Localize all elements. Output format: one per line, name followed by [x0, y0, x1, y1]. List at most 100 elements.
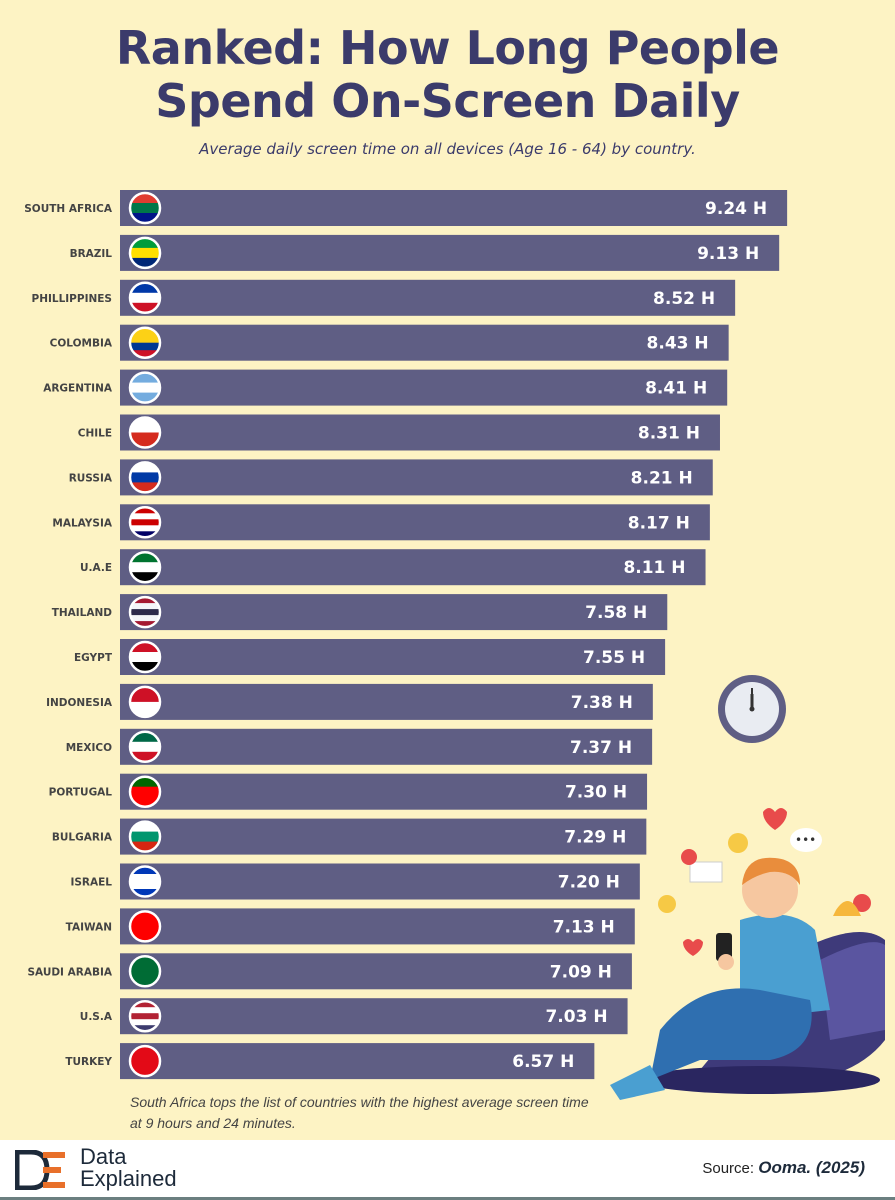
- category-label: CHILE: [78, 428, 112, 440]
- bar: [120, 594, 668, 631]
- bar: [120, 908, 635, 945]
- category-label: COLOMBIA: [50, 338, 113, 350]
- bar-row: CHILE 8.31 H: [78, 414, 720, 451]
- title-line-2: Spend On-Screen Daily: [155, 74, 740, 128]
- bar-row: RUSSIA 8.21 H: [69, 459, 713, 496]
- bar-row: ISRAEL 7.20 H: [70, 863, 640, 900]
- bar-row: MALAYSIA 8.17 H: [52, 504, 710, 541]
- chart-title: Ranked: How Long People Spend On-Screen …: [0, 22, 895, 128]
- value-label: 8.11 H: [623, 558, 685, 578]
- value-label: 7.37 H: [570, 738, 632, 758]
- bar: [120, 414, 720, 451]
- chart-subtitle: Average daily screen time on all devices…: [199, 140, 696, 158]
- flag-icon: [130, 193, 160, 223]
- bar-row: INDONESIA 7.38 H: [46, 683, 653, 720]
- source-value: Ooma. (2025): [758, 1158, 865, 1177]
- bar: [120, 863, 640, 900]
- category-label: THAILAND: [52, 607, 113, 619]
- bar-row: MEXICO 7.37 H: [66, 728, 653, 765]
- title-line-1: Ranked: How Long People: [115, 21, 780, 75]
- category-label: BULGARIA: [52, 832, 113, 844]
- flag-icon: [130, 417, 160, 448]
- value-label: 7.38 H: [571, 693, 633, 713]
- value-label: 7.30 H: [565, 783, 627, 803]
- bar-row: PHILLIPPINES 8.52 H: [32, 279, 736, 316]
- value-label: 8.43 H: [647, 334, 709, 354]
- category-label: TURKEY: [65, 1056, 112, 1068]
- flag-icon: [130, 731, 160, 762]
- value-label: 6.57 H: [512, 1052, 574, 1072]
- flag-icon: [130, 237, 160, 268]
- value-label: 7.20 H: [558, 873, 620, 893]
- value-label: 8.21 H: [631, 468, 693, 488]
- logo-text: Data Explained: [80, 1146, 177, 1190]
- category-label: PORTUGAL: [49, 787, 113, 799]
- bar: [120, 369, 728, 406]
- source-credit: Source: Ooma. (2025): [702, 1158, 865, 1178]
- flag-icon: [130, 507, 160, 538]
- clock-illustration: [718, 675, 786, 743]
- category-label: MALAYSIA: [52, 517, 112, 529]
- flag-icon: [130, 956, 160, 987]
- logo-line-2: Explained: [80, 1166, 177, 1191]
- value-label: 8.52 H: [653, 289, 715, 309]
- svg-text:•••: •••: [795, 833, 816, 847]
- bar-row: BRAZIL 9.13 H: [70, 234, 780, 271]
- flag-icon: [130, 372, 160, 403]
- data-explained-logo: [15, 1150, 65, 1190]
- bar-row: ARGENTINA 8.41 H: [43, 369, 728, 406]
- bar-row: SOUTH AFRICA 9.24 H: [24, 190, 788, 226]
- value-label: 7.55 H: [583, 648, 645, 668]
- category-label: SOUTH AFRICA: [24, 203, 113, 215]
- logo-line-1: Data: [80, 1144, 127, 1169]
- value-label: 7.13 H: [553, 917, 615, 937]
- bar: [120, 234, 780, 271]
- bar: [120, 773, 648, 810]
- category-label: U.A.E: [80, 562, 112, 574]
- footer: Data Explained Source: Ooma. (2025): [0, 1140, 895, 1200]
- value-label: 7.29 H: [564, 828, 626, 848]
- bar-row: PORTUGAL 7.30 H: [49, 773, 648, 810]
- bar-row: BULGARIA 7.29 H: [52, 818, 647, 855]
- category-label: ISRAEL: [70, 877, 112, 889]
- flag-icon: [130, 1046, 160, 1077]
- bar-row: SAUDI ARABIA 7.09 H: [27, 953, 632, 990]
- bar: [120, 818, 647, 855]
- flag-icon: [130, 282, 160, 313]
- category-label: TAIWAN: [66, 921, 112, 933]
- bar: [120, 683, 653, 720]
- bar: [120, 190, 788, 226]
- bar-row: U.A.E 8.11 H: [80, 549, 706, 586]
- flag-icon: [130, 821, 160, 852]
- value-label: 7.09 H: [550, 962, 612, 982]
- category-label: ARGENTINA: [43, 383, 113, 395]
- value-label: 7.03 H: [545, 1007, 607, 1027]
- bar-row: THAILAND 7.58 H: [52, 594, 668, 631]
- category-label: INDONESIA: [46, 697, 113, 709]
- flag-icon: [130, 597, 160, 628]
- flag-icon: [130, 552, 160, 583]
- value-label: 9.24 H: [705, 199, 767, 219]
- bar: [120, 324, 729, 361]
- flag-icon: [130, 911, 160, 942]
- flag-icon: [130, 327, 160, 358]
- value-label: 9.13 H: [697, 244, 759, 264]
- bar: [120, 279, 736, 316]
- chart-footnote: South Africa tops the list of countries …: [130, 1094, 589, 1131]
- bar-row: TURKEY 6.57 H: [65, 1043, 595, 1080]
- bar: [120, 504, 710, 541]
- flag-icon: [130, 462, 160, 493]
- category-label: PHILLIPPINES: [32, 293, 113, 305]
- bar: [120, 953, 632, 990]
- flag-icon: [130, 1001, 160, 1032]
- bar-row: TAIWAN 7.13 H: [66, 908, 635, 945]
- flag-icon: [130, 776, 160, 807]
- bar-chart: SOUTH AFRICA 9.24 H BRAZIL 9.13 H PHILLIPPIN…: [24, 190, 885, 1100]
- bar: [120, 459, 713, 496]
- category-label: SAUDI ARABIA: [27, 966, 112, 978]
- value-label: 8.41 H: [645, 379, 707, 399]
- bar-row: U.S.A 7.03 H: [80, 998, 628, 1035]
- bar: [120, 1043, 595, 1080]
- bar: [120, 549, 706, 586]
- flag-icon: [130, 686, 160, 717]
